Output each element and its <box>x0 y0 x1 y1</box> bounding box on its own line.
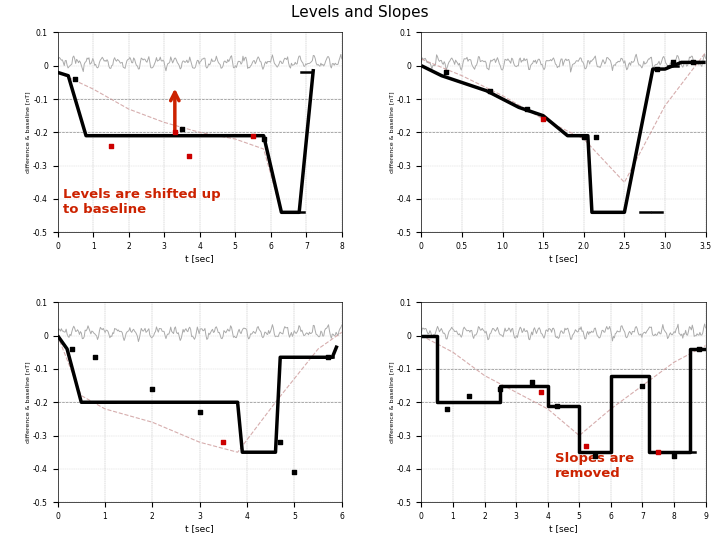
Point <box>590 133 602 141</box>
Point <box>578 133 590 141</box>
Point <box>90 353 102 362</box>
Point <box>521 105 533 113</box>
Point <box>440 68 451 77</box>
Point <box>184 151 195 160</box>
Point <box>688 58 699 67</box>
Y-axis label: difference & baseline [nT]: difference & baseline [nT] <box>389 361 394 443</box>
Point <box>580 441 591 450</box>
X-axis label: t [sec]: t [sec] <box>549 254 578 263</box>
X-axis label: t [sec]: t [sec] <box>185 524 214 532</box>
Point <box>258 134 269 143</box>
X-axis label: t [sec]: t [sec] <box>549 524 578 532</box>
Point <box>526 378 538 387</box>
Point <box>552 401 563 410</box>
Text: Levels are shifted up
to baseline: Levels are shifted up to baseline <box>63 188 221 217</box>
Text: Levels and Slopes: Levels and Slopes <box>291 5 429 21</box>
Point <box>169 128 181 137</box>
X-axis label: t [sec]: t [sec] <box>185 254 214 263</box>
Point <box>651 65 662 73</box>
Point <box>147 384 158 393</box>
Point <box>70 75 81 83</box>
Point <box>66 345 78 353</box>
Point <box>176 125 188 133</box>
Point <box>441 404 452 413</box>
Point <box>247 131 258 140</box>
Point <box>636 381 648 390</box>
Y-axis label: difference & baseline [nT]: difference & baseline [nT] <box>389 92 394 173</box>
Point <box>589 451 600 460</box>
Point <box>652 448 664 456</box>
Point <box>322 353 333 362</box>
Point <box>667 58 679 67</box>
Y-axis label: difference & baseline [nT]: difference & baseline [nT] <box>25 92 30 173</box>
Point <box>537 114 549 123</box>
Text: Slopes are
removed: Slopes are removed <box>555 452 634 480</box>
Point <box>274 438 286 447</box>
Point <box>536 388 547 396</box>
Point <box>693 345 705 353</box>
Y-axis label: difference & baseline [nT]: difference & baseline [nT] <box>25 361 30 443</box>
Point <box>217 438 229 447</box>
Point <box>485 86 496 95</box>
Point <box>194 408 205 416</box>
Point <box>289 468 300 476</box>
Point <box>463 392 474 400</box>
Point <box>495 384 506 393</box>
Point <box>105 141 117 150</box>
Point <box>668 451 680 460</box>
